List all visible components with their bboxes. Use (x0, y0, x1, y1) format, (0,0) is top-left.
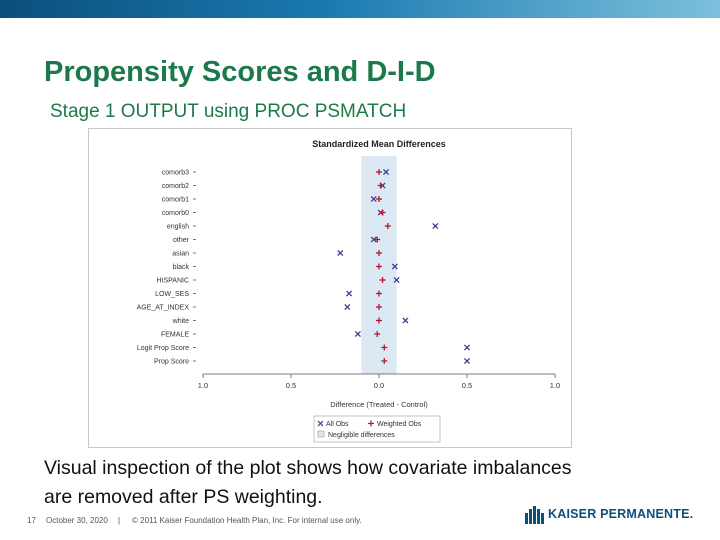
all-obs-point (402, 317, 409, 324)
kaiser-logo-text: KAISER PERMANENTE. (548, 507, 694, 521)
y-category-label: other (173, 237, 190, 244)
marker-stroke (370, 236, 377, 243)
weighted-obs-point (379, 209, 386, 216)
slide-subtitle: Stage 1 OUTPUT using PROC PSMATCH (50, 101, 407, 122)
smd-chart: Standardized Mean Differences 1.0 0.5 0.0 0.… (88, 128, 572, 448)
marker-stroke (463, 344, 471, 351)
y-category-label: comorb1 (162, 197, 189, 204)
slide-body-text: Visual inspection of the plot shows how … (44, 457, 572, 508)
all-obs-point (370, 236, 377, 243)
all-obs-point (382, 168, 390, 176)
weighted-obs-point (379, 277, 386, 283)
weighted-obs-point (376, 196, 382, 202)
weighted-obs-point (376, 317, 382, 324)
all-obs-point (393, 276, 400, 284)
marker-stroke (344, 303, 351, 311)
weighted-obs-point (376, 304, 382, 310)
marker-stroke (382, 168, 390, 176)
kaiser-logo-icon (525, 506, 544, 524)
weighted-obs-point (376, 169, 382, 175)
x-tick-label: 0.0 (374, 381, 384, 390)
footer-separator: | (118, 516, 121, 525)
all-obs-point (463, 357, 471, 365)
weighted-obs-point (374, 331, 381, 337)
chart-legend: All Obs Weighted Obs Negligible difference… (313, 415, 441, 443)
x-tick-label: 0.5 (286, 381, 296, 390)
weighted-obs-point (384, 223, 391, 229)
page-number: 17 (27, 516, 36, 525)
x-tick-label: 1.0 (198, 381, 208, 390)
all-obs-point (432, 222, 439, 230)
footer: 17 October 30, 2020 | © 2011 Kaiser Foun… (0, 510, 720, 530)
chart-svg: Standardized Mean Differences 1.0 0.5 0.0 0.… (137, 139, 560, 443)
x-axis-label: Difference (Treated - Control) (330, 400, 428, 409)
marker-stroke (391, 263, 398, 270)
legend-box (313, 415, 441, 443)
y-category-label: FEMALE (161, 332, 189, 339)
marker-stroke (402, 317, 409, 324)
legend-weighted-obs-marker (368, 420, 374, 427)
y-category-label: comorb3 (162, 170, 189, 177)
x-tick-label: 1.0 (550, 381, 560, 390)
top-banner (0, 0, 720, 18)
weighted-obs-point (377, 182, 384, 189)
chart-title: Standardized Mean Differences (312, 139, 446, 149)
legend-label-weighted-obs: Weighted Obs (377, 421, 422, 428)
marker-stroke (317, 420, 324, 427)
slide-title: Propensity Scores and D-I-D (44, 56, 436, 88)
marker-stroke (370, 195, 377, 203)
footer-date: October 30, 2020 (46, 516, 108, 525)
y-category-label: Prop Score (154, 359, 189, 366)
y-category-label: asian (172, 251, 189, 258)
all-obs-point (370, 195, 377, 203)
y-category-label: white (172, 318, 189, 325)
kaiser-logo: KAISER PERMANENTE. (524, 502, 693, 526)
marker-stroke (346, 290, 353, 297)
y-category-label: Logit Prop Score (137, 345, 189, 352)
legend-label-all-obs: All Obs (326, 421, 349, 428)
y-category-label: english (167, 224, 189, 231)
y-category-label: comorb2 (162, 183, 189, 190)
all-obs-point (344, 303, 351, 311)
all-obs-point (354, 330, 361, 338)
legend-all-obs-marker (317, 420, 324, 427)
all-obs-point (391, 263, 398, 270)
y-category-label: LOW_SES (155, 291, 189, 298)
weighted-obs-point (376, 250, 382, 256)
all-obs-point (346, 290, 353, 297)
weighted-obs-point (381, 344, 388, 351)
y-category-label: comorb0 (162, 210, 189, 217)
y-category-label: AGE_AT_INDEX (137, 305, 190, 312)
marker-stroke (393, 276, 400, 284)
legend-negligible-swatch (317, 430, 325, 438)
x-tick-label: 0.5 (462, 381, 472, 390)
weighted-obs-point (374, 236, 381, 243)
legend-label-negligible: Negligible differences (328, 432, 395, 439)
y-category-label: HISPANIC (156, 278, 189, 285)
all-obs-point (463, 344, 471, 351)
weighted-obs-point (376, 263, 382, 270)
y-category-label: black (173, 264, 190, 271)
marker-stroke (337, 249, 344, 257)
weighted-obs-point (376, 290, 382, 297)
weighted-obs-point (381, 358, 388, 364)
marker-stroke (354, 330, 361, 338)
footer-copyright: © 2011 Kaiser Foundation Health Plan, In… (132, 516, 362, 525)
marker-stroke (463, 357, 471, 365)
all-obs-point (337, 249, 344, 257)
marker-stroke (432, 222, 439, 230)
